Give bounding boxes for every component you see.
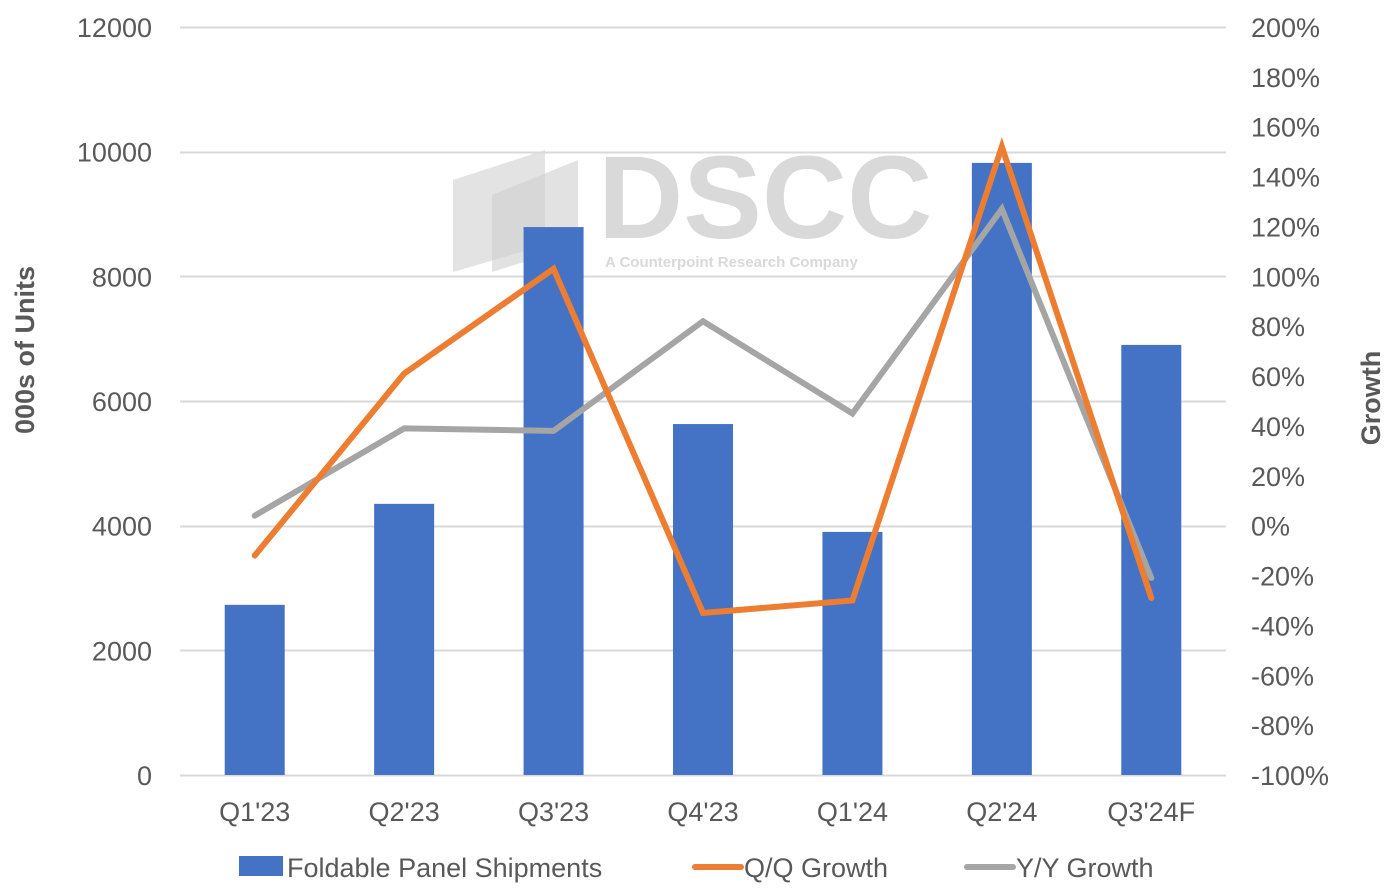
left-tick-label: 6000	[92, 387, 152, 417]
watermark-brand: DSCC	[598, 132, 932, 264]
x-tick-label: Q3'23	[518, 797, 589, 827]
x-axis-ticks: Q1'23 Q2'23 Q3'23 Q4'23 Q1'24 Q2'24 Q3'24F	[219, 797, 1195, 827]
right-tick-label: -80%	[1251, 711, 1314, 741]
watermark-tagline: A Counterpoint Research Company	[605, 254, 858, 271]
x-tick-label: Q4'23	[667, 797, 738, 827]
bar-6	[1121, 344, 1182, 775]
legend: Foldable Panel Shipments Q/Q Growth Y/Y Gr…	[239, 853, 1154, 883]
right-axis-ticks: -100% -80% -60% -40% -20% 0% 20% 40% 60% 80% 100% 1…	[1251, 13, 1329, 791]
bar-4	[822, 531, 883, 775]
legend-label: Y/Y Growth	[1016, 853, 1154, 883]
left-axis-ticks: 0 2000 4000 6000 8000 10000 12000	[77, 13, 152, 791]
right-tick-label: 100%	[1251, 262, 1320, 292]
right-tick-label: -100%	[1251, 761, 1329, 791]
x-tick-label: Q1'23	[219, 797, 290, 827]
right-tick-label: 180%	[1251, 63, 1320, 93]
right-tick-label: 120%	[1251, 212, 1320, 242]
x-tick-label: Q2'24	[966, 797, 1037, 827]
x-tick-label: Q3'24F	[1107, 797, 1195, 827]
left-tick-label: 0	[137, 761, 152, 791]
line-series	[251, 137, 1155, 617]
legend-item: Q/Q Growth	[692, 853, 888, 883]
left-tick-label: 2000	[92, 636, 152, 666]
legend-item: Foldable Panel Shipments	[239, 853, 602, 883]
right-tick-label: -60%	[1251, 661, 1314, 691]
legend-item: Y/Y Growth	[964, 853, 1154, 883]
right-tick-label: 200%	[1251, 13, 1320, 43]
bar-1	[374, 503, 435, 775]
legend-label: Foldable Panel Shipments	[287, 853, 602, 883]
right-tick-label: 80%	[1251, 312, 1305, 342]
right-tick-label: 60%	[1251, 362, 1305, 392]
right-tick-label: 0%	[1251, 512, 1290, 542]
right-tick-label: 20%	[1251, 462, 1305, 492]
right-tick-label: 140%	[1251, 163, 1320, 193]
right-tick-label: -20%	[1251, 562, 1314, 592]
right-tick-label: 160%	[1251, 113, 1320, 143]
bar-0	[224, 604, 285, 775]
right-axis-title: Growth	[1356, 351, 1386, 446]
right-tick-label: 40%	[1251, 412, 1305, 442]
legend-label: Q/Q Growth	[744, 853, 888, 883]
left-tick-label: 8000	[92, 262, 152, 292]
left-tick-label: 4000	[92, 512, 152, 542]
left-axis-title: 000s of Units	[10, 266, 40, 434]
x-tick-label: Q2'23	[369, 797, 440, 827]
bar-3	[673, 424, 733, 775]
left-tick-label: 10000	[77, 138, 152, 168]
q-q-growth-line	[251, 137, 1155, 617]
y-y-growth-line	[251, 202, 1155, 582]
bar-2	[523, 227, 584, 776]
legend-swatch-bar-icon	[239, 856, 283, 876]
left-tick-label: 12000	[77, 13, 152, 43]
right-tick-label: -40%	[1251, 611, 1314, 641]
x-tick-label: Q1'24	[817, 797, 888, 827]
